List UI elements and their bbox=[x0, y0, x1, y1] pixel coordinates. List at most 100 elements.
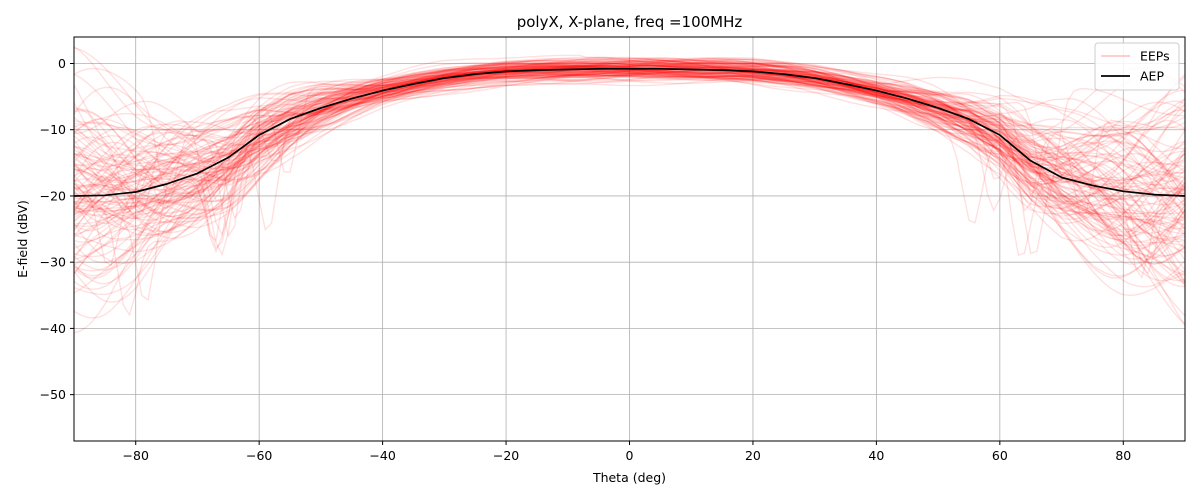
x-tick-label: −60 bbox=[246, 448, 272, 463]
eep-line bbox=[74, 62, 1185, 267]
eep-line bbox=[74, 60, 1185, 296]
eep-line bbox=[74, 67, 1185, 264]
eep-line bbox=[74, 57, 1185, 240]
y-tick-label: −10 bbox=[40, 122, 66, 137]
eep-line bbox=[74, 72, 1185, 275]
eep-line bbox=[74, 66, 1185, 238]
eep-line bbox=[74, 70, 1185, 230]
x-axis: −80 −60 −40 −20 0 20 40 60 80 bbox=[123, 441, 1131, 463]
eep-line bbox=[74, 76, 1185, 241]
eep-line bbox=[74, 66, 1185, 288]
eep-line bbox=[74, 59, 1185, 317]
x-tick-label: −40 bbox=[369, 448, 395, 463]
eep-line bbox=[74, 69, 1185, 277]
eep-line bbox=[74, 59, 1185, 232]
eep-line bbox=[74, 61, 1185, 288]
eep-line bbox=[74, 74, 1185, 249]
eep-line bbox=[74, 59, 1185, 265]
eep-line bbox=[74, 62, 1185, 255]
eep-line bbox=[74, 66, 1185, 272]
eep-line bbox=[74, 63, 1185, 294]
legend: EEPs AEP bbox=[1094, 42, 1180, 91]
eep-line bbox=[74, 65, 1185, 210]
y-tick-label: −20 bbox=[40, 188, 66, 203]
eep-line bbox=[74, 75, 1185, 224]
y-axis: 0 −10 −20 −30 −40 −50 bbox=[40, 56, 74, 402]
eep-line bbox=[74, 61, 1185, 197]
eep-line bbox=[74, 69, 1185, 257]
x-tick-label: 0 bbox=[626, 448, 634, 463]
eep-line bbox=[74, 63, 1185, 279]
eep-line bbox=[74, 64, 1185, 259]
aep-line bbox=[73, 67, 1186, 197]
eep-line bbox=[74, 61, 1185, 182]
eep-line bbox=[74, 73, 1185, 231]
y-axis-label: E-field (dBV) bbox=[15, 200, 30, 278]
eep-line bbox=[74, 66, 1185, 247]
y-tick-label: 0 bbox=[58, 56, 66, 71]
eep-line bbox=[74, 64, 1185, 249]
legend-label-eeps: EEPs bbox=[1140, 49, 1170, 64]
eep-line bbox=[74, 71, 1185, 261]
eep-line bbox=[74, 57, 1185, 231]
eep-line bbox=[74, 68, 1185, 280]
eep-line bbox=[74, 68, 1185, 327]
eep-line bbox=[74, 56, 1185, 284]
eep-line bbox=[74, 60, 1185, 207]
eep-line bbox=[74, 66, 1185, 226]
y-tick-label: −50 bbox=[40, 387, 66, 402]
grid bbox=[74, 37, 1185, 441]
eep-line bbox=[74, 63, 1185, 217]
eep-line bbox=[74, 65, 1185, 217]
eep-line bbox=[74, 67, 1185, 215]
eep-line bbox=[74, 65, 1185, 240]
eep-line bbox=[74, 67, 1185, 220]
x-tick-label: −20 bbox=[493, 448, 519, 463]
eep-line bbox=[74, 56, 1185, 217]
eep-line bbox=[74, 69, 1185, 271]
eep-line bbox=[74, 46, 1185, 325]
legend-label-aep: AEP bbox=[1140, 69, 1164, 84]
eep-line bbox=[74, 58, 1185, 276]
eep-line bbox=[74, 64, 1185, 265]
x-tick-label: 80 bbox=[1115, 448, 1131, 463]
eep-line bbox=[74, 64, 1185, 191]
eep-line bbox=[74, 63, 1185, 238]
eep-line bbox=[74, 64, 1185, 238]
eep-line bbox=[74, 73, 1185, 285]
eep-line bbox=[74, 64, 1185, 222]
y-tick-label: −30 bbox=[40, 255, 66, 270]
eep-line bbox=[74, 68, 1185, 279]
eep-line bbox=[74, 58, 1185, 303]
eep-line bbox=[74, 75, 1185, 232]
legend-box bbox=[1094, 42, 1180, 91]
eep-line bbox=[74, 62, 1185, 257]
eep-line bbox=[74, 57, 1185, 173]
eep-line bbox=[74, 57, 1185, 237]
eep-line bbox=[74, 59, 1185, 317]
eep-line bbox=[74, 64, 1185, 319]
eep-line bbox=[74, 61, 1185, 231]
eep-line bbox=[74, 62, 1185, 285]
eep-line bbox=[74, 70, 1185, 276]
eep-line bbox=[74, 71, 1185, 274]
eep-line bbox=[74, 72, 1185, 253]
x-tick-label: −80 bbox=[123, 448, 149, 463]
eep-line bbox=[74, 62, 1185, 208]
x-tick-label: 60 bbox=[992, 448, 1008, 463]
eep-line bbox=[74, 62, 1185, 248]
eep-line bbox=[74, 58, 1185, 242]
eep-line bbox=[74, 71, 1185, 258]
eep-line bbox=[74, 73, 1185, 277]
x-tick-label: 20 bbox=[745, 448, 761, 463]
eep-line bbox=[74, 67, 1185, 283]
eep-line bbox=[74, 58, 1185, 265]
eep-line bbox=[74, 71, 1185, 225]
eep-line bbox=[74, 60, 1185, 287]
eep-line bbox=[74, 59, 1185, 199]
eep-line bbox=[74, 69, 1185, 187]
eep-line bbox=[74, 68, 1185, 256]
eep-line bbox=[74, 54, 1185, 260]
eep-line bbox=[74, 69, 1185, 297]
